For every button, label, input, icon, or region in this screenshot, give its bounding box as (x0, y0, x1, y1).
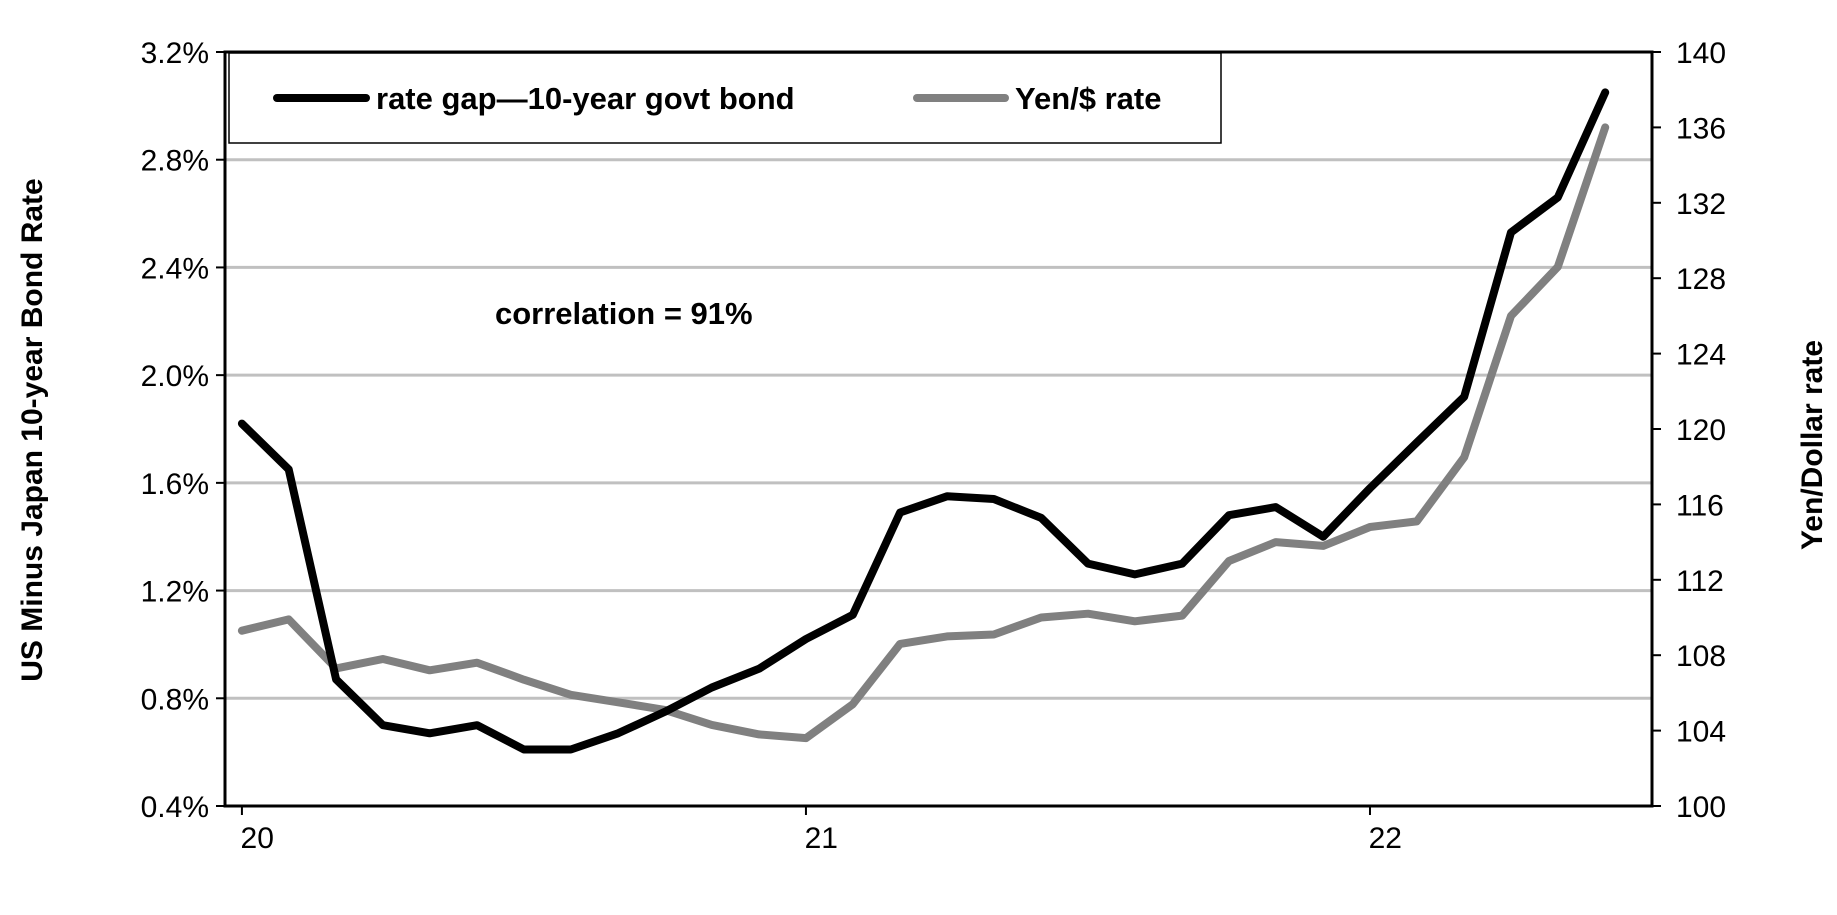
left-tick-label: 0.4% (141, 791, 209, 824)
x-tick-label: 22 (1369, 822, 1402, 855)
right-axis-title: Yen/Dollar rate (1796, 340, 1829, 550)
left-tick-label: 2.8% (141, 145, 209, 178)
right-tick-label: 100 (1676, 791, 1726, 824)
x-tick-label: 20 (241, 822, 274, 855)
series-layer (237, 88, 1610, 754)
right-tick-label: 104 (1676, 716, 1726, 749)
series-line-rate-gap (237, 88, 1610, 754)
right-tick-label: 108 (1676, 640, 1726, 673)
left-tick-label: 0.8% (141, 683, 209, 716)
legend-label-yen-rate: Yen/$ rate (1015, 81, 1161, 116)
x-axis: 20 21 22 (241, 806, 1402, 855)
right-tick-label: 136 (1676, 112, 1726, 145)
left-tick-label: 2.4% (141, 252, 209, 285)
left-axis-title: US Minus Japan 10-year Bond Rate (16, 178, 49, 681)
gridlines (225, 158, 1652, 700)
right-tick-label: 132 (1676, 188, 1726, 221)
legend-label-rate-gap: rate gap—10-year govt bond (376, 81, 795, 116)
legend-box (228, 52, 1222, 144)
legend: rate gap—10-year govt bond Yen/$ rate (228, 52, 1222, 144)
x-tick-label: 21 (805, 822, 838, 855)
left-tick-label: 1.6% (141, 468, 209, 501)
left-tick-label: 2.0% (141, 360, 209, 393)
left-axis: 0.4% 0.8% 1.2% 1.6% 2.0% 2.4% 2.8% 3.2% (141, 37, 225, 824)
right-axis: 100 104 108 112 116 120 124 128 132 136 140 (1652, 37, 1726, 824)
right-tick-label: 112 (1676, 565, 1724, 598)
right-tick-label: 140 (1676, 37, 1726, 70)
right-tick-label: 128 (1676, 263, 1726, 296)
left-tick-label: 1.2% (141, 576, 209, 609)
correlation-annotation: correlation = 91% (495, 296, 753, 331)
left-tick-label: 3.2% (141, 37, 209, 70)
series-line-yen-rate (237, 123, 1610, 743)
right-tick-label: 116 (1676, 489, 1724, 522)
right-tick-label: 124 (1676, 339, 1726, 372)
right-tick-label: 120 (1676, 414, 1726, 447)
